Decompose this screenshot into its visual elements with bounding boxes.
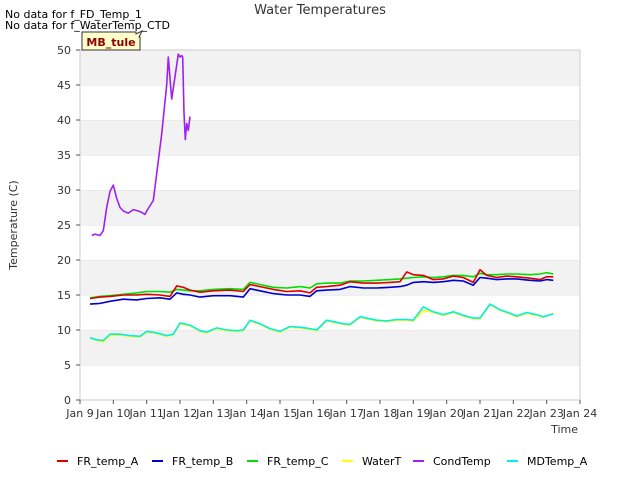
station-badge: MB_tule <box>81 29 144 51</box>
no-data-note-2: No data for f_WaterTemp_CTD <box>5 19 170 32</box>
legend-label: FR_temp_A <box>77 455 139 468</box>
badge-label: MB_tule <box>86 36 135 49</box>
x-tick-label: Jan 23 <box>528 407 563 420</box>
legend-label: CondTemp <box>433 455 491 468</box>
x-tick-label: Jan 15 <box>262 407 297 420</box>
grid-band <box>80 85 580 120</box>
series-line-fr-temp-b <box>89 276 554 305</box>
x-tick-label: Jan 20 <box>428 407 463 420</box>
y-tick-label: 25 <box>57 219 71 232</box>
y-tick-label: 15 <box>57 289 71 302</box>
grid-band <box>80 225 580 260</box>
y-tick-label: 5 <box>64 359 71 372</box>
grid-band <box>80 155 580 190</box>
y-axis-label: Temperature (C) <box>7 180 20 270</box>
x-tick-label: Jan 14 <box>228 407 263 420</box>
series-lines <box>89 53 554 343</box>
y-tick-label: 45 <box>57 79 71 92</box>
x-tick-label: Jan 17 <box>328 407 363 420</box>
grid-band <box>80 50 580 85</box>
legend-label: FR_temp_C <box>267 455 329 468</box>
y-tick-label: 0 <box>64 394 71 407</box>
x-tick-label: Jan 10 <box>95 407 130 420</box>
legend-label: FR_temp_B <box>172 455 233 468</box>
y-axis: 0 5 10 15 20 25 30 35 40 45 50 <box>57 44 80 407</box>
y-tick-label: 30 <box>57 184 71 197</box>
grid-bands <box>80 49 580 400</box>
y-tick-label: 20 <box>57 254 71 267</box>
x-tick-label: Jan 24 <box>562 407 597 420</box>
legend: FR_temp_A FR_temp_B FR_temp_C WaterT CondTem… <box>57 455 588 468</box>
chart-title: Water Temperatures <box>254 3 386 18</box>
grid-band <box>80 190 580 225</box>
series-line-condtemp <box>91 53 191 237</box>
x-tick-label: Jan 9 <box>65 407 93 420</box>
legend-label: WaterT <box>362 455 402 468</box>
y-tick-label: 35 <box>57 149 71 162</box>
x-tick-label: Jan 22 <box>495 407 530 420</box>
legend-label: MDTemp_A <box>527 455 588 468</box>
series-line-mdtemp-a <box>89 303 554 342</box>
grid-band <box>80 120 580 155</box>
grid-band <box>80 365 580 400</box>
badge-box <box>81 29 144 51</box>
no-data-note-1: No data for f_FD_Temp_1 <box>5 8 142 21</box>
series-line-fr-temp-a <box>89 268 554 300</box>
grid-band <box>80 330 580 365</box>
x-tick-label: Jan 16 <box>295 407 330 420</box>
x-tick-label: Jan 11 <box>128 407 163 420</box>
x-tick-label: Jan 12 <box>162 407 197 420</box>
x-tick-label: Jan 18 <box>362 407 397 420</box>
y-tick-label: 10 <box>57 324 71 337</box>
x-tick-label: Jan 21 <box>462 407 497 420</box>
x-tick-label: Jan 13 <box>195 407 230 420</box>
x-tick-label: Jan 19 <box>395 407 430 420</box>
grid-band <box>80 295 580 330</box>
y-tick-label: 40 <box>57 114 71 127</box>
x-axis-label: Time <box>550 423 578 436</box>
y-tick-label: 50 <box>57 44 71 57</box>
